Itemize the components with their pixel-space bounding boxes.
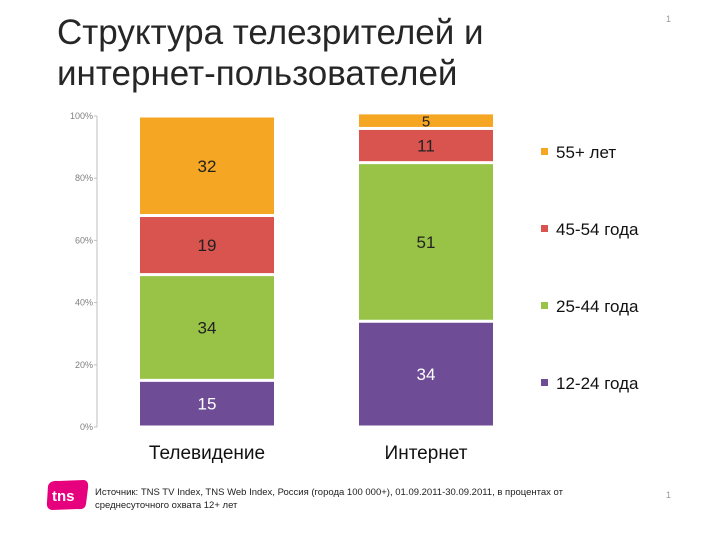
data-label: 51	[417, 233, 436, 252]
bar-segment-45-54-1	[359, 129, 493, 162]
bar-segment-25-44-1	[359, 164, 493, 320]
bar-segment-55+-1	[359, 114, 493, 127]
y-tick-label: 40%	[75, 298, 93, 308]
legend-swatch	[541, 225, 548, 232]
bar-segment-12-24-1	[359, 322, 493, 426]
legend-swatch	[541, 148, 548, 155]
legend-swatch	[541, 302, 548, 309]
title-line-1: Структура телезрителей и	[57, 13, 484, 52]
y-tick-label: 20%	[75, 360, 93, 370]
data-label: 34	[198, 318, 217, 337]
y-tick-label: 60%	[75, 235, 93, 245]
logo-text: tns	[52, 488, 75, 505]
page-number-bottom: 1	[666, 490, 672, 500]
y-tick-label: 100%	[70, 111, 93, 121]
source-note: Источник: TNS TV Index, TNS Web Index, Р…	[95, 487, 563, 511]
x-category-label: Телевидение	[149, 443, 265, 464]
legend-label: 45-54 года	[556, 220, 639, 239]
legend-swatch	[541, 379, 548, 386]
legend-label: 55+ лет	[556, 143, 616, 162]
title-line-2: интернет-пользователей	[57, 54, 458, 93]
data-label: 34	[417, 365, 436, 384]
legend-label: 25-44 года	[556, 297, 639, 316]
data-label: 32	[198, 157, 217, 176]
bar-segment-12-24-0	[140, 381, 274, 426]
y-tick-label: 80%	[75, 173, 93, 183]
legend-label: 12-24 года	[556, 374, 639, 393]
bar-segment-25-44-0	[140, 276, 274, 379]
data-label: 19	[198, 236, 217, 255]
data-label: 5	[422, 114, 430, 131]
x-category-label: Интернет	[385, 443, 468, 464]
bar-segment-55+-0	[140, 117, 274, 215]
slide-title: Структура телезрителей и интернет-пользо…	[57, 12, 484, 94]
data-label: 11	[417, 137, 435, 156]
data-label: 15	[198, 395, 217, 414]
tns-logo: tns	[46, 480, 89, 510]
page-number: 1	[666, 14, 672, 24]
y-tick-label: 0%	[80, 422, 93, 432]
bar-segment-45-54-0	[140, 217, 274, 274]
